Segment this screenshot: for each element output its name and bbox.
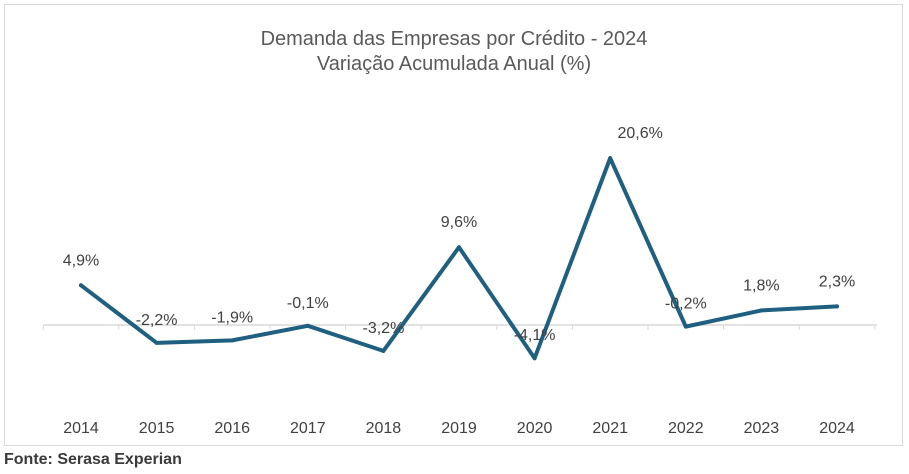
data-point — [532, 356, 537, 361]
x-tick-label: 2022 — [668, 420, 704, 437]
data-point — [381, 348, 386, 353]
data-point — [457, 245, 461, 250]
data-point — [683, 324, 688, 329]
x-tick-label: 2016 — [214, 420, 250, 437]
data-label: -0,1% — [287, 295, 329, 312]
data-point — [230, 338, 235, 343]
x-tick-label: 2015 — [139, 420, 175, 437]
x-tick-label: 2014 — [63, 420, 99, 437]
data-point — [759, 308, 764, 313]
data-point — [305, 323, 310, 328]
data-label: -0,2% — [665, 296, 707, 313]
line-chart: Demanda das Empresas por Crédito - 2024 … — [42, 28, 877, 437]
data-point — [79, 283, 83, 288]
chart-subtitle: Variação Acumulada Anual (%) — [317, 53, 591, 75]
x-tick-label: 2018 — [366, 420, 402, 437]
data-point — [154, 340, 159, 345]
source-note: Fonte: Serasa Experian — [4, 451, 182, 468]
plot-area: 2014 2015 2016 2017 2018 2019 2020 2021 2022 2023… — [42, 125, 877, 437]
data-label: -2,2% — [136, 312, 178, 329]
data-point — [608, 156, 613, 161]
data-point — [835, 304, 839, 309]
x-tick-label: 2017 — [290, 420, 326, 437]
x-tick-label: 2020 — [517, 420, 553, 437]
data-label: -3,2% — [363, 320, 405, 337]
x-tick-label: 2021 — [592, 420, 628, 437]
data-label: 2,3% — [819, 273, 855, 290]
x-tick-label: 2024 — [819, 420, 855, 437]
data-label: -4,1% — [514, 327, 556, 344]
data-label: 20,6% — [618, 125, 663, 142]
data-label: -1,9% — [211, 309, 253, 326]
data-label: 1,8% — [743, 277, 779, 294]
chart-title: Demanda das Empresas por Crédito - 2024 — [261, 28, 648, 50]
chart-frame: Demanda das Empresas por Crédito - 2024 … — [4, 4, 903, 446]
x-tick-label: 2023 — [744, 420, 780, 437]
x-tick-label: 2019 — [441, 420, 477, 437]
data-label: 9,6% — [441, 214, 477, 231]
data-label: 4,9% — [63, 252, 99, 269]
